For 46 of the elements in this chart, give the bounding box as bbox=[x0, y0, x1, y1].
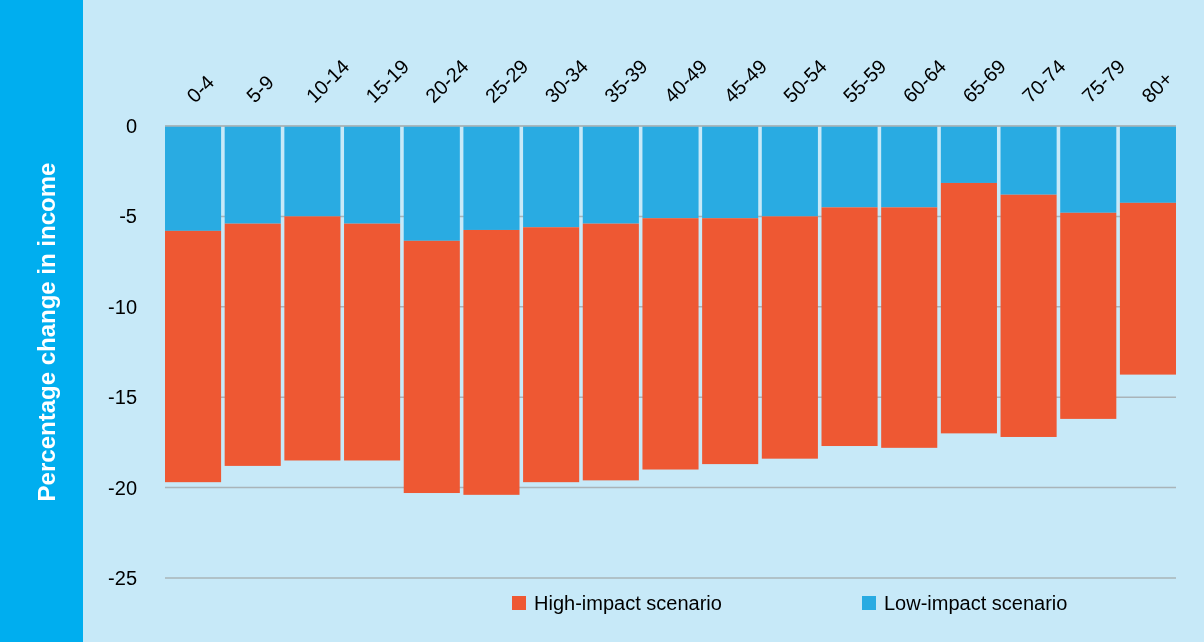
bar bbox=[523, 227, 580, 483]
x-tick-label: 5-9 bbox=[242, 70, 278, 107]
bar bbox=[940, 182, 997, 434]
bar bbox=[642, 218, 699, 470]
y-tick-label: -5 bbox=[119, 205, 137, 228]
x-tick-label: 80+ bbox=[1137, 67, 1177, 107]
bar bbox=[284, 216, 341, 461]
bar bbox=[642, 126, 699, 219]
bar bbox=[165, 230, 222, 483]
bar bbox=[224, 223, 281, 466]
bar bbox=[582, 126, 639, 224]
legend-label: Low-impact scenario bbox=[884, 592, 1068, 614]
bar bbox=[881, 207, 938, 448]
bar bbox=[463, 126, 520, 230]
bar bbox=[284, 126, 341, 217]
bar bbox=[344, 126, 401, 224]
bar bbox=[1060, 212, 1117, 419]
bar bbox=[702, 126, 759, 219]
bar bbox=[821, 126, 878, 208]
bar bbox=[224, 126, 281, 224]
bar bbox=[523, 126, 580, 228]
y-axis-title: Percentage change in income bbox=[33, 162, 60, 502]
y-tick-label: -25 bbox=[108, 567, 137, 589]
y-tick-label: -15 bbox=[108, 386, 137, 409]
bar bbox=[881, 126, 938, 208]
bar bbox=[463, 229, 520, 495]
bar bbox=[1119, 202, 1176, 375]
y-tick-label: -20 bbox=[108, 476, 137, 499]
x-tick-label: 0-4 bbox=[182, 70, 219, 107]
bar bbox=[1000, 194, 1057, 437]
bar bbox=[344, 223, 401, 461]
bar bbox=[582, 223, 639, 481]
y-tick-label: -10 bbox=[108, 295, 137, 318]
bar bbox=[702, 218, 759, 465]
bar bbox=[165, 126, 222, 231]
bar bbox=[761, 126, 818, 217]
y-tick-label: 0 bbox=[125, 115, 137, 137]
bar bbox=[821, 207, 878, 447]
bar bbox=[1119, 126, 1176, 203]
bar bbox=[1000, 126, 1057, 195]
bar bbox=[403, 240, 460, 494]
legend-label: High-impact scenario bbox=[534, 592, 722, 614]
bar bbox=[940, 126, 997, 183]
bar bbox=[403, 126, 460, 241]
bar bbox=[761, 216, 818, 459]
bar bbox=[1060, 126, 1117, 213]
